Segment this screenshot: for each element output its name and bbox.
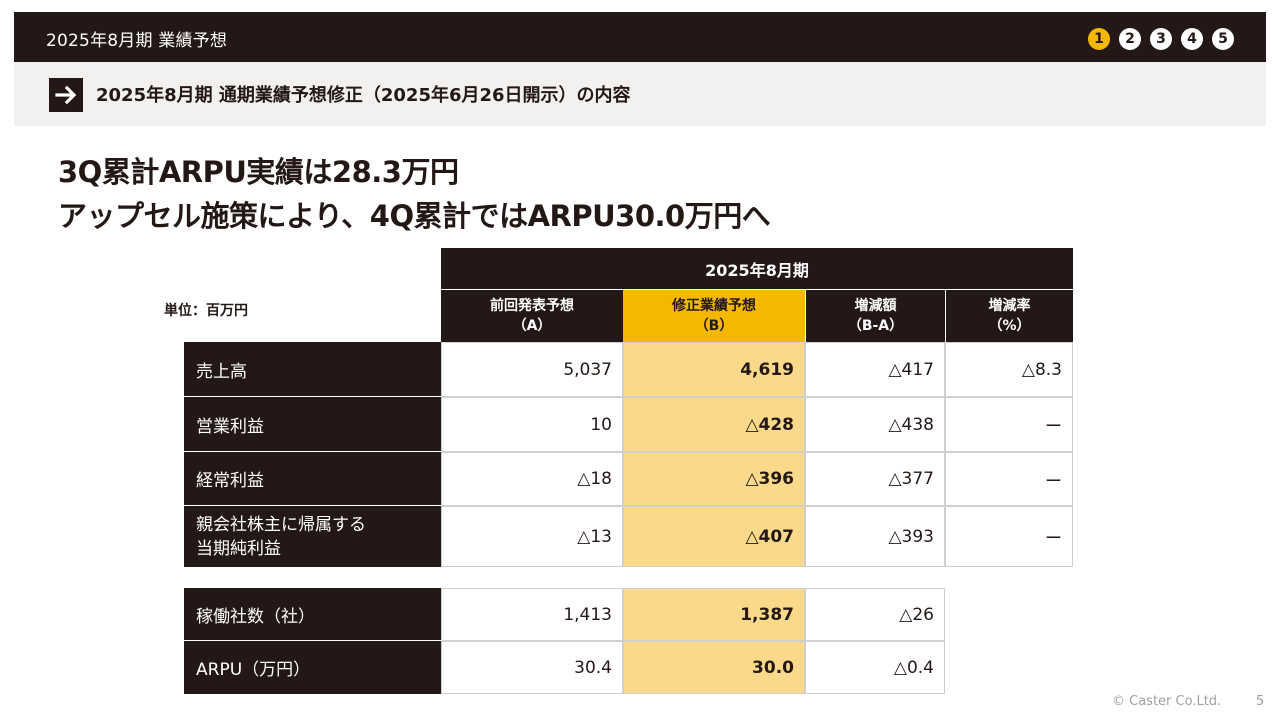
section-title: 2025年8月期 通期業績予想修正（2025年6月26日開示）の内容 xyxy=(96,85,631,106)
cell-sales-revised: 4,619 xyxy=(623,342,805,397)
period-header: 2025年8月期 xyxy=(441,248,1073,290)
cell-op-revised: △428 xyxy=(623,397,805,452)
cell-arpu-diff: △0.4 xyxy=(805,641,945,694)
column-header-sub: （B） xyxy=(694,318,734,334)
step-3-dot[interactable]: 3 xyxy=(1150,28,1172,50)
cell-companies-diff: △26 xyxy=(805,588,945,641)
cell-ord-diff: △377 xyxy=(805,452,945,506)
column-header-sub: （A） xyxy=(512,318,552,334)
cell-companies-prev: 1,413 xyxy=(441,588,623,641)
footer-copyright: © Caster Co.Ltd. xyxy=(1112,694,1222,709)
headline-line-2: アップセル施策により、4Q累計ではARPU30.0万円へ xyxy=(58,199,771,233)
section-bar: 2025年8月期 通期業績予想修正（2025年6月26日開示）の内容 xyxy=(14,62,1266,126)
cell-net-diff: △393 xyxy=(805,506,945,567)
cell-op-diff: △438 xyxy=(805,397,945,452)
row-label-net-income: 親会社株主に帰属する 当期純利益 xyxy=(184,506,441,567)
page-number: 5 xyxy=(1256,694,1265,709)
arrow-right-icon xyxy=(49,78,83,112)
cell-arpu-prev: 30.4 xyxy=(441,641,623,694)
cell-ord-prev: △18 xyxy=(441,452,623,506)
row-label-sales: 売上高 xyxy=(184,342,441,397)
column-header-prev: 前回発表予想 （A） xyxy=(441,290,623,342)
column-header-sub: （B-A） xyxy=(847,318,904,334)
cell-net-revised: △407 xyxy=(623,506,805,567)
cell-sales-rate: △8.3 xyxy=(945,342,1073,397)
cell-net-rate: ー xyxy=(945,506,1073,567)
header-bar: 2025年8月期 業績予想 1 2 3 4 5 xyxy=(14,12,1266,62)
cell-net-prev: △13 xyxy=(441,506,623,567)
cell-sales-diff: △417 xyxy=(805,342,945,397)
cell-sales-prev: 5,037 xyxy=(441,342,623,397)
column-header-label: 増減率 xyxy=(988,298,1031,314)
column-header-label: 前回発表予想 xyxy=(490,298,574,314)
cell-companies-revised: 1,387 xyxy=(623,588,805,641)
column-header-diff: 増減額 （B-A） xyxy=(805,290,945,342)
headline: 3Q累計ARPU実績は28.3万円 アップセル施策により、4Q累計ではARPU3… xyxy=(58,150,771,238)
row-label-active-companies: 稼働社数（社） xyxy=(184,588,441,641)
column-header-revised: 修正業績予想 （B） xyxy=(623,290,805,342)
step-4-dot[interactable]: 4 xyxy=(1181,28,1203,50)
column-header-label: 増減額 xyxy=(854,298,897,314)
cell-arpu-revised: 30.0 xyxy=(623,641,805,694)
row-label-operating-profit: 営業利益 xyxy=(184,397,441,452)
row-label-line: 親会社株主に帰属する xyxy=(196,514,366,535)
unit-label: 単位：百万円 xyxy=(164,303,248,319)
headline-line-1: 3Q累計ARPU実績は28.3万円 xyxy=(58,155,459,189)
row-label-ordinary-profit: 経常利益 xyxy=(184,452,441,506)
column-header-sub: （%） xyxy=(988,318,1031,334)
header-title: 2025年8月期 業績予想 xyxy=(46,31,228,51)
column-header-label: 修正業績予想 xyxy=(672,298,756,314)
cell-ord-rate: ー xyxy=(945,452,1073,506)
step-5-dot[interactable]: 5 xyxy=(1212,28,1234,50)
step-1-dot[interactable]: 1 xyxy=(1088,28,1110,50)
step-indicator: 1 2 3 4 5 xyxy=(1088,28,1234,50)
cell-op-prev: 10 xyxy=(441,397,623,452)
cell-op-rate: ー xyxy=(945,397,1073,452)
cell-ord-revised: △396 xyxy=(623,452,805,506)
column-header-rate: 増減率 （%） xyxy=(945,290,1073,342)
row-label-line: 当期純利益 xyxy=(196,538,281,559)
row-label-arpu: ARPU（万円） xyxy=(184,641,441,694)
step-2-dot[interactable]: 2 xyxy=(1119,28,1141,50)
